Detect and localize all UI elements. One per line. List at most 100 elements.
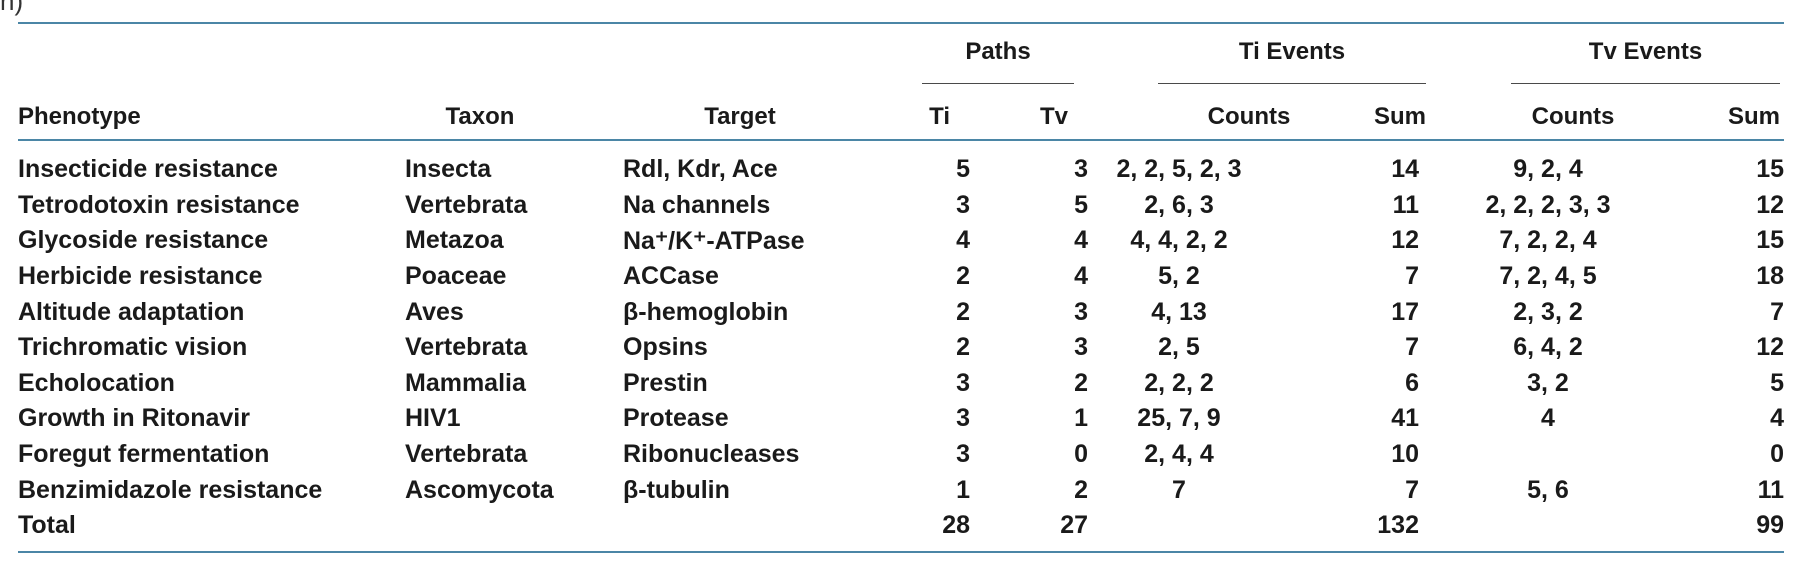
cell-target: β-tubulin bbox=[623, 475, 730, 504]
total-empty-cell bbox=[1088, 508, 1270, 544]
cell-ti-sum: 6 bbox=[1405, 368, 1419, 397]
cell-ti: 2 bbox=[956, 333, 970, 362]
total-tv: 27 bbox=[1060, 511, 1088, 540]
cell-tv-sum: 0 bbox=[1770, 440, 1784, 469]
cell-taxon: Vertebrata bbox=[405, 440, 528, 469]
group-header-ti-events: Ti Events bbox=[1238, 38, 1346, 65]
cell-ti-counts: 2, 6, 3 bbox=[1144, 190, 1214, 219]
total-empty-cell bbox=[623, 508, 883, 544]
cell-tv-sum: 15 bbox=[1756, 155, 1784, 184]
cell-phenotype: Growth in Ritonavir bbox=[18, 404, 250, 433]
cell-ti-sum: 14 bbox=[1391, 155, 1419, 184]
cell-target: Opsins bbox=[623, 333, 708, 362]
cell-tv-sum: 5 bbox=[1770, 368, 1784, 397]
cell-taxon: HIV1 bbox=[405, 404, 461, 433]
cell-target: β-hemoglobin bbox=[623, 297, 789, 326]
cell-ti-sum: 7 bbox=[1405, 333, 1419, 362]
column-header-ti-counts: Counts bbox=[1207, 103, 1291, 130]
cell-ti: 3 bbox=[956, 190, 970, 219]
cell-ti-sum: 12 bbox=[1391, 226, 1419, 255]
cell-ti-sum: 10 bbox=[1391, 440, 1419, 469]
cell-target: Na channels bbox=[623, 190, 771, 219]
cell-taxon: Vertebrata bbox=[405, 190, 528, 219]
cell-ti-sum: 41 bbox=[1391, 404, 1419, 433]
cell-phenotype: Glycoside resistance bbox=[18, 226, 269, 255]
table-row: Trichromatic vision Vertebrata Opsins 2 3 2, … bbox=[18, 330, 1784, 366]
total-tv-sum: 99 bbox=[1756, 511, 1784, 540]
top-rule bbox=[18, 22, 1784, 24]
data-table: Insecticide resistance Insecta Rdl, Kdr, A… bbox=[18, 152, 1784, 544]
cell-target: Rdl, Kdr, Ace bbox=[623, 155, 778, 184]
table-row: Foregut fermentation Vertebrata Ribonuclea… bbox=[18, 437, 1784, 473]
table-row: Insecticide resistance Insecta Rdl, Kdr, A… bbox=[18, 152, 1784, 188]
column-header-target: Target bbox=[704, 103, 776, 130]
cell-ti-counts: 2, 5 bbox=[1158, 333, 1200, 362]
cell-target: ACCase bbox=[623, 262, 719, 291]
column-header-phenotype: Phenotype bbox=[18, 103, 141, 130]
cell-target: Protease bbox=[623, 404, 729, 433]
cell-ti: 1 bbox=[956, 475, 970, 504]
cell-tv-sum: 18 bbox=[1756, 262, 1784, 291]
cell-ti-counts: 4, 4, 2, 2 bbox=[1130, 226, 1228, 255]
cell-phenotype: Echolocation bbox=[18, 368, 175, 397]
cell-ti: 3 bbox=[956, 368, 970, 397]
cell-tv-counts: 6, 4, 2 bbox=[1513, 333, 1583, 362]
table-row: Altitude adaptation Aves β-hemoglobin 2 3 4, … bbox=[18, 294, 1784, 330]
cell-tv-counts: 4 bbox=[1541, 404, 1555, 433]
cell-tv-counts bbox=[1419, 437, 1677, 473]
cell-tv-sum: 15 bbox=[1756, 226, 1784, 255]
column-header-taxon: Taxon bbox=[445, 103, 515, 130]
caption-strip: n) bbox=[0, 0, 1804, 20]
cell-tv-counts: 9, 2, 4 bbox=[1513, 155, 1583, 184]
table-row: Growth in Ritonavir HIV1 Protease 3 1 25, 7, … bbox=[18, 401, 1784, 437]
cell-ti-sum: 11 bbox=[1392, 190, 1419, 219]
cell-ti-counts: 2, 4, 4 bbox=[1144, 440, 1214, 469]
cell-tv-counts: 3, 2 bbox=[1527, 368, 1569, 397]
cell-ti: 2 bbox=[956, 262, 970, 291]
total-ti-sum: 132 bbox=[1377, 511, 1419, 540]
cell-phenotype: Tetrodotoxin resistance bbox=[18, 190, 300, 219]
cell-ti-sum: 7 bbox=[1405, 475, 1419, 504]
column-header-tv-counts: Counts bbox=[1531, 103, 1615, 130]
table-row: Glycoside resistance Metazoa Na⁺/K⁺-ATPase… bbox=[18, 223, 1784, 259]
cell-tv-counts: 5, 6 bbox=[1527, 475, 1569, 504]
cell-tv: 5 bbox=[1074, 190, 1088, 219]
column-header-ti: Ti bbox=[929, 103, 950, 130]
column-header-tv-sum: Sum bbox=[1727, 103, 1780, 130]
group-header-paths: Paths bbox=[965, 38, 1031, 65]
cell-target: Prestin bbox=[623, 368, 708, 397]
cell-taxon: Aves bbox=[405, 297, 464, 326]
cell-ti-counts: 4, 13 bbox=[1151, 297, 1207, 326]
cell-tv: 2 bbox=[1074, 475, 1088, 504]
cell-taxon: Insecta bbox=[405, 155, 492, 184]
cell-ti-counts: 5, 2 bbox=[1158, 262, 1200, 291]
cell-ti: 5 bbox=[956, 155, 970, 184]
cell-target: Ribonucleases bbox=[623, 440, 800, 469]
total-row: Total 28 27 132 99 bbox=[18, 508, 1784, 544]
cell-tv: 3 bbox=[1074, 297, 1088, 326]
cell-phenotype: Benzimidazole resistance bbox=[18, 475, 323, 504]
cell-tv: 0 bbox=[1074, 440, 1088, 469]
group-underline-tv-events bbox=[1511, 83, 1780, 84]
cell-taxon: Vertebrata bbox=[405, 333, 528, 362]
cell-tv-counts: 7, 2, 2, 4 bbox=[1499, 226, 1597, 255]
total-ti: 28 bbox=[942, 511, 970, 540]
cell-tv-counts: 2, 2, 2, 3, 3 bbox=[1485, 190, 1611, 219]
cell-ti: 3 bbox=[956, 440, 970, 469]
cell-phenotype: Herbicide resistance bbox=[18, 262, 263, 291]
cell-ti: 2 bbox=[956, 297, 970, 326]
total-empty-cell bbox=[405, 508, 623, 544]
column-header-tv: Tv bbox=[1039, 103, 1068, 130]
cell-tv-sum: 12 bbox=[1756, 333, 1784, 362]
total-empty-cell bbox=[1419, 508, 1677, 544]
bottom-rule bbox=[18, 551, 1784, 553]
cell-ti-counts: 2, 2, 2 bbox=[1144, 368, 1214, 397]
cell-ti: 3 bbox=[956, 404, 970, 433]
cell-tv: 4 bbox=[1074, 262, 1088, 291]
cell-tv-counts: 2, 3, 2 bbox=[1513, 297, 1583, 326]
total-label: Total bbox=[18, 511, 76, 540]
table-row: Echolocation Mammalia Prestin 3 2 2, 2, 2 6 3, … bbox=[18, 366, 1784, 402]
column-header-ti-sum: Sum bbox=[1373, 103, 1426, 130]
cell-tv-counts: 7, 2, 4, 5 bbox=[1499, 262, 1597, 291]
cell-taxon: Mammalia bbox=[405, 368, 526, 397]
